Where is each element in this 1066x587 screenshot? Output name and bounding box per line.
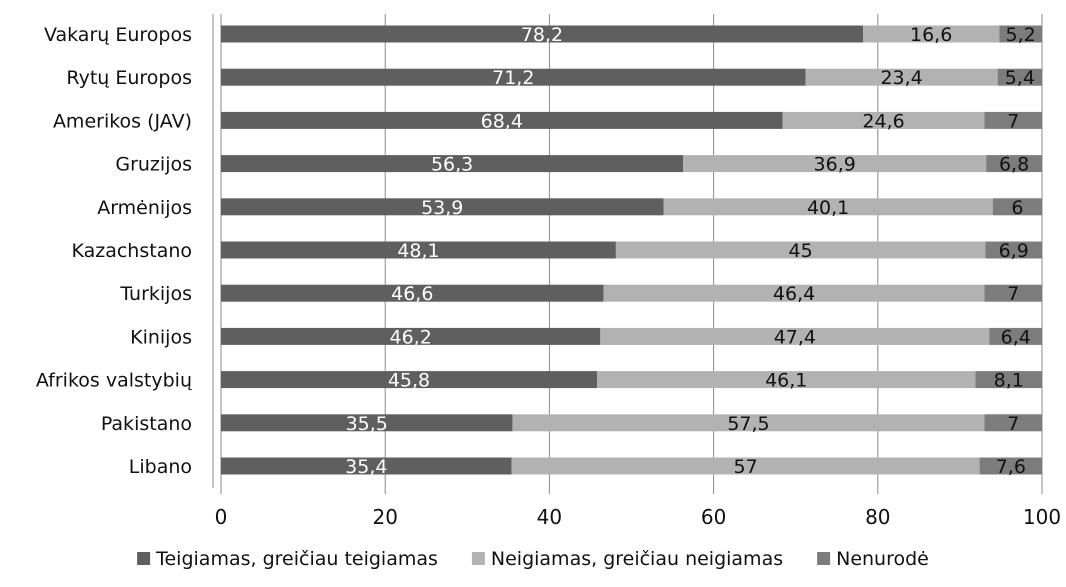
data-labels: 78,2 16,6 5,2 71,2 23,4 5,4 68,4 24,6 7 56,3 36,9 6… [345,24,1036,478]
data-label-2-1: 16,6 [910,24,952,46]
legend-label-1: Teigiamas, greičiau teigiamas [155,548,438,570]
category-label-1: Vakarų Europos [44,24,192,46]
data-label-2-4: 36,9 [814,154,856,176]
bar-segment-2-2 [805,68,998,86]
data-label-3-7: 7 [1007,283,1019,305]
bar-segment-2-1 [863,25,1000,43]
bar-segment-2-6 [615,241,986,259]
x-tick-label-40: 40 [537,505,562,529]
data-label-1-8: 46,2 [389,326,431,348]
data-label-3-8: 6,4 [1001,326,1031,348]
bar-segment-2-5 [663,198,993,216]
bar-segment-1-5 [221,198,664,216]
bar-segment-3-3 [984,111,1042,129]
legend-label-3: Nenurodė [836,548,929,570]
data-label-1-6: 48,1 [397,240,439,262]
bar-segment-3-6 [985,241,1042,259]
bar-segment-3-1 [999,25,1042,43]
data-label-2-6: 45 [789,240,813,262]
data-label-2-5: 40,1 [807,197,849,219]
data-label-1-5: 53,9 [421,197,463,219]
bar-segment-2-9 [597,371,976,389]
bar-segment-2-8 [600,327,990,345]
category-label-10: Pakistano [101,413,192,435]
bar-segment-1-11 [221,457,512,475]
data-label-1-7: 46,6 [391,283,433,305]
category-label-7: Turkijos [119,283,192,305]
category-label-2: Rytų Europos [66,67,192,89]
bar-segment-2-7 [603,284,985,302]
bar-segment-3-9 [975,371,1042,389]
data-label-3-5: 6 [1011,197,1023,219]
bar-segment-1-4 [221,155,684,173]
data-label-2-9: 46,1 [765,370,807,392]
x-tick-labels: 0 20 40 60 80 100 [215,505,1061,529]
data-label-2-10: 57,5 [727,413,769,435]
bar-segment-1-2 [221,68,806,86]
bar-segment-1-1 [221,25,864,43]
bar-segment-3-2 [997,68,1042,86]
x-tick-label-0: 0 [215,505,228,529]
bar-segment-3-7 [984,284,1042,302]
legend-swatch-3 [817,552,831,565]
data-label-2-11: 57 [734,456,758,478]
category-label-3: Amerikos (JAV) [53,110,192,132]
bar-segment-3-4 [986,155,1042,173]
data-label-3-4: 6,8 [999,154,1029,176]
legend-swatch-1 [137,552,151,565]
data-label-1-1: 78,2 [521,24,563,46]
data-label-1-4: 56,3 [431,154,473,176]
legend-swatch-2 [471,552,485,565]
bar-segment-2-11 [511,457,980,475]
bar-segment-2-10 [512,414,985,432]
bar-segment-3-8 [989,327,1042,345]
data-label-1-2: 71,2 [492,67,534,89]
data-label-3-3: 7 [1007,110,1019,132]
data-label-2-2: 23,4 [880,67,922,89]
data-label-2-8: 47,4 [774,326,816,348]
category-label-6: Kazachstano [71,240,192,262]
data-label-3-1: 5,2 [1006,24,1036,46]
legend-item-1: Teigiamas, greičiau teigiamas [137,548,438,570]
data-label-1-11: 35,4 [345,456,387,478]
category-label-9: Afrikos valstybių [36,370,192,392]
data-label-3-6: 6,9 [999,240,1029,262]
bar-segment-3-5 [992,198,1042,216]
data-label-3-10: 7 [1007,413,1019,435]
bar-segment-2-4 [683,155,987,173]
bar-segment-1-3 [221,111,783,129]
bar-segment-1-8 [221,327,601,345]
x-tick-label-20: 20 [372,505,397,529]
legend-item-2: Neigiamas, greičiau neigiamas [471,548,783,570]
bar-segment-2-3 [782,111,985,129]
bar-segment-1-9 [221,371,598,389]
data-label-1-9: 45,8 [388,370,430,392]
data-label-1-10: 35,5 [346,413,388,435]
bar-segment-1-10 [221,414,513,432]
x-tick-label-60: 60 [701,505,726,529]
data-label-2-7: 46,4 [773,283,815,305]
data-label-2-3: 24,6 [862,110,904,132]
category-label-11: Libano [129,456,192,478]
bar-segment-1-6 [221,241,616,259]
legend: Teigiamas, greičiau teigiamas Neigiamas, … [137,548,929,570]
data-label-3-9: 8,1 [994,370,1024,392]
category-label-8: Kinijos [130,326,192,348]
legend-label-2: Neigiamas, greičiau neigiamas [491,548,783,570]
bar-segment-3-11 [979,457,1042,475]
category-labels: Vakarų Europos Rytų Europos Amerikos (JAV)… [36,24,192,478]
x-tick-label-100: 100 [1023,505,1061,529]
bar-segment-3-10 [984,414,1042,432]
bar-segment-1-7 [221,284,604,302]
data-label-3-11: 7,6 [996,456,1026,478]
data-label-3-2: 5,4 [1005,67,1035,89]
legend-item-3: Nenurodė [817,548,929,570]
category-label-5: Armėnijos [97,197,192,219]
data-label-1-3: 68,4 [481,110,523,132]
x-tick-label-80: 80 [865,505,890,529]
bars [221,25,1042,475]
category-label-4: Gruzijos [115,154,192,176]
